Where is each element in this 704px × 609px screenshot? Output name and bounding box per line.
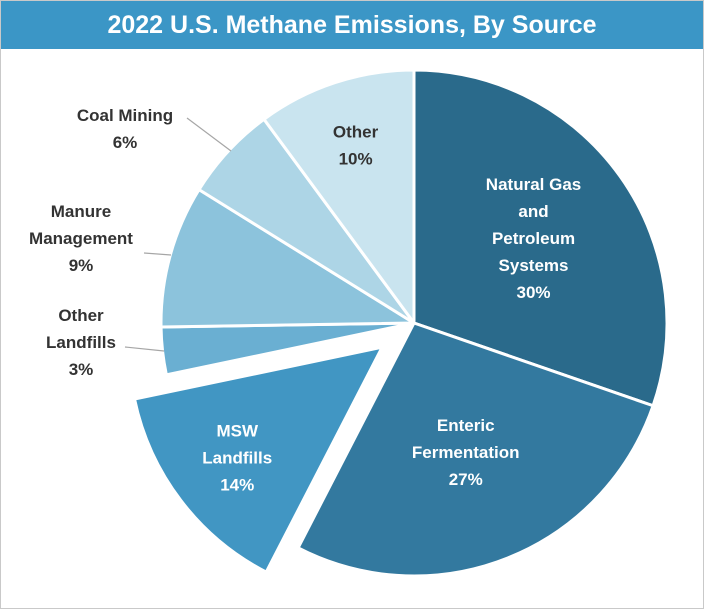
slice-label: Natural Gas and Petroleum Systems 30% bbox=[486, 175, 581, 302]
leader-line bbox=[186, 117, 232, 152]
slice-value: 27% bbox=[449, 470, 483, 489]
slice-name: Other bbox=[58, 306, 104, 325]
pie-slice-natural-gas-and-petroleum-systems bbox=[412, 68, 669, 408]
slice-value: 14% bbox=[220, 476, 254, 495]
slice-value: 9% bbox=[69, 256, 94, 275]
slice-value: 6% bbox=[113, 133, 138, 152]
slice-label: Enteric Fermentation 27% bbox=[412, 416, 520, 489]
leader-line bbox=[143, 252, 172, 256]
slice-name: Landfills bbox=[46, 333, 116, 352]
slice-name: and bbox=[518, 202, 548, 221]
slice-value: 30% bbox=[517, 283, 551, 302]
pie-slice-manure-management bbox=[159, 188, 416, 329]
slice-label: MSW Landfills 14% bbox=[202, 422, 272, 495]
pie-slice-enteric-fermentation bbox=[296, 321, 655, 578]
slice-name: Landfills bbox=[202, 449, 272, 468]
slice-label: Other 10% bbox=[333, 123, 379, 169]
slice-name: Enteric bbox=[437, 416, 495, 435]
slice-label: Manure Management 9% bbox=[29, 202, 133, 275]
slice-name: Management bbox=[29, 229, 133, 248]
slice-name: MSW bbox=[216, 422, 259, 441]
pie-slice-other bbox=[262, 68, 416, 325]
slice-name: Petroleum bbox=[492, 229, 575, 248]
slice-label: Coal Mining 6% bbox=[77, 106, 173, 152]
chart-title: 2022 U.S. Methane Emissions, By Source bbox=[1, 1, 703, 49]
leader-line bbox=[124, 346, 165, 352]
slice-value: 3% bbox=[69, 360, 94, 379]
pie-slice-msw-landfills bbox=[133, 345, 384, 574]
slice-name: Natural Gas bbox=[486, 175, 581, 194]
slice-name: Manure bbox=[51, 202, 111, 221]
slice-name: Fermentation bbox=[412, 443, 520, 462]
slice-name: Systems bbox=[499, 256, 569, 275]
slice-label: Other Landfills 3% bbox=[46, 306, 116, 379]
slice-name: Other bbox=[333, 123, 379, 142]
slice-name: Coal Mining bbox=[77, 106, 173, 125]
slice-value: 10% bbox=[339, 150, 373, 169]
